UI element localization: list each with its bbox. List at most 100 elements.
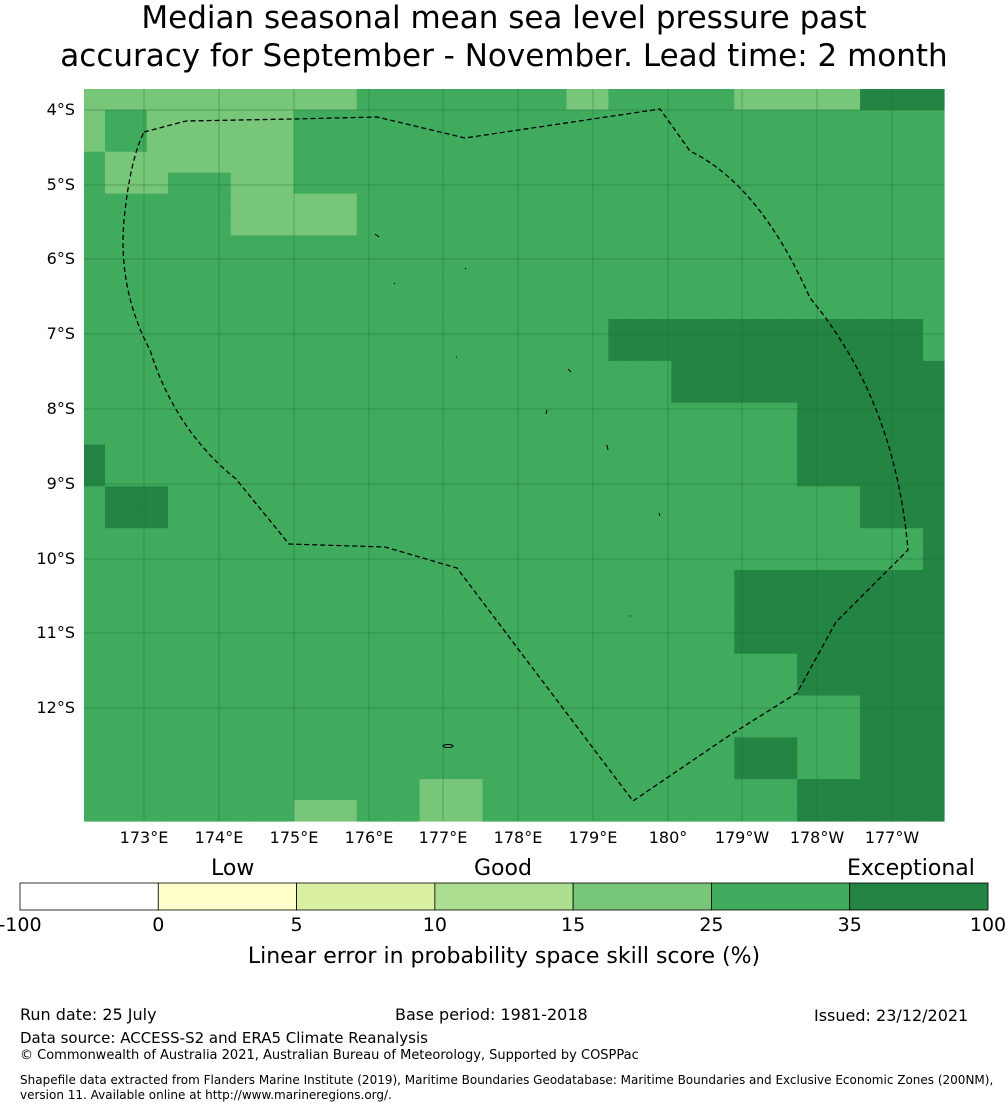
grid-cell [755,549,777,571]
grid-cell [797,277,819,299]
grid-cell [902,653,924,676]
grid-cell [503,256,526,278]
grid-cell [923,800,945,822]
grid-cell [84,507,106,529]
grid-cell [902,674,924,697]
grid-cell [503,779,526,801]
grid-cell [84,193,106,216]
grid-cell [629,89,651,111]
grid-cell [440,298,463,320]
grid-cell [608,130,630,153]
grid-cell [923,277,945,299]
grid-cell [104,256,127,278]
run-date: Run date: 25 July [20,1005,157,1024]
grid-cell [167,779,190,801]
grid-cell [84,486,106,508]
grid-cell [125,360,148,383]
grid-cell [104,737,127,759]
grid-cell [776,214,798,236]
grid-cell [671,381,693,404]
grid-cell [566,611,589,634]
grid-cell [230,172,253,195]
grid-cell [167,235,190,257]
grid-cell [566,632,589,655]
grid-cell [251,109,274,132]
grid-cell [146,800,169,822]
grid-cell [335,674,358,697]
grid-cell [902,549,924,571]
grid-cell [776,716,798,738]
grid-cell [566,507,589,529]
grid-cell [671,235,693,257]
grid-cell [272,256,295,278]
grid-cell [335,549,358,571]
grid-cell [188,528,211,550]
grid-cell [125,339,148,362]
grid-cell [356,319,379,341]
grid-cell [629,130,651,153]
grid-cell [314,339,337,362]
grid-cell [167,695,190,718]
grid-cell [167,800,190,822]
grid-cell [629,737,651,759]
grid-cell [524,570,547,592]
grid-cell [209,172,232,195]
grid-cell [818,800,840,822]
grid-cell [377,716,400,738]
grid-cell [734,339,756,362]
grid-cell [860,109,882,132]
grid-cell [860,590,882,613]
grid-cell [650,277,672,299]
grid-cell [629,360,651,383]
grid-cell [251,549,274,571]
grid-cell [902,695,924,718]
grid-cell [188,381,211,404]
grid-cell [797,423,819,446]
grid-cell [692,319,714,341]
grid-cell [440,758,463,780]
grid-cell [797,590,819,613]
grid-cell [167,339,190,362]
grid-cell [104,632,127,655]
grid-cell [671,590,693,613]
grid-cell [104,193,127,216]
grid-cell [797,507,819,529]
grid-cell [713,235,735,257]
grid-cell [251,465,274,487]
grid-cell [314,570,337,592]
grid-cell [923,319,945,341]
grid-cell [377,277,400,299]
grid-cell [419,339,442,362]
grid-cell [545,779,568,801]
grid-cell [335,507,358,529]
grid-cell [755,590,777,613]
grid-cell [314,319,337,341]
grid-cell [293,758,316,780]
grid-cell [84,423,106,446]
grid-cell [146,674,169,697]
grid-cell [125,737,148,759]
grid-cell [608,89,630,111]
grid-cell [482,695,505,718]
grid-cell [104,570,127,592]
grid-cell [356,109,379,132]
grid-cell [860,779,882,801]
grid-cell [755,235,777,257]
grid-cell [629,172,651,195]
grid-cell [461,193,484,216]
grid-cell [167,465,190,487]
grid-cell [440,632,463,655]
grid-cell [419,319,442,341]
grid-cell [713,674,735,697]
grid-cell [356,528,379,550]
grid-cell [566,360,589,383]
grid-cell [419,611,442,634]
grid-cell [608,298,630,320]
grid-cell [629,214,651,236]
grid-cell [482,632,505,655]
grid-cell [692,235,714,257]
grid-cell [398,528,421,550]
grid-cell [356,779,379,801]
grid-cell [797,402,819,425]
grid-cell [188,298,211,320]
